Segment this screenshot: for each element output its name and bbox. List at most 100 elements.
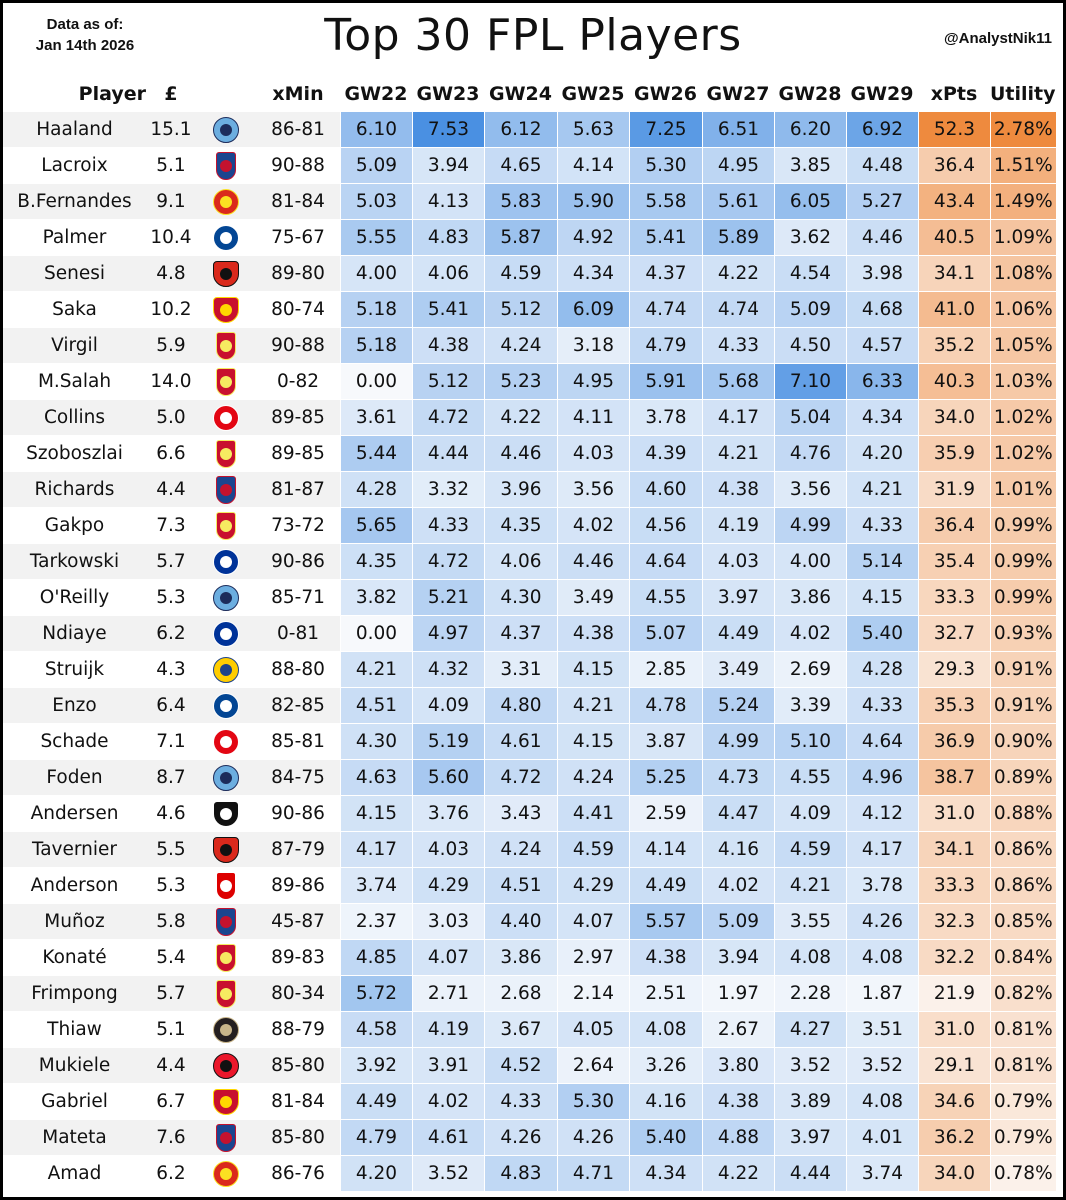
player-xmin: 88-79 <box>256 1012 340 1048</box>
table-row: O'Reilly 5.3 85-71 3.82 5.21 4.30 3.49 4.55 3.97… <box>3 580 1056 616</box>
gw-value-cell: 4.02 <box>412 1084 484 1120</box>
player-xmin: 45-87 <box>256 904 340 940</box>
utility-value-cell: 1.02% <box>990 436 1056 472</box>
gw-value-cell: 5.10 <box>774 724 846 760</box>
gw-value-cell: 4.28 <box>340 472 412 508</box>
gw-value-cell: 6.92 <box>846 112 918 148</box>
gw-value-cell: 5.58 <box>629 184 702 220</box>
gw-value-cell: 4.34 <box>629 1156 702 1192</box>
gw-value-cell: 4.26 <box>846 904 918 940</box>
gw-value-cell: 5.57 <box>629 904 702 940</box>
gw-value-cell: 4.46 <box>484 436 557 472</box>
utility-value-cell: 1.51% <box>990 148 1056 184</box>
team-badge-cell <box>196 976 256 1012</box>
gw-value-cell: 3.78 <box>846 868 918 904</box>
liverpool-badge-icon <box>216 331 236 360</box>
gw-value-cell: 4.51 <box>340 688 412 724</box>
gw-value-cell: 3.87 <box>629 724 702 760</box>
gw-value-cell: 4.02 <box>774 616 846 652</box>
gw-value-cell: 4.55 <box>774 760 846 796</box>
gw-value-cell: 3.32 <box>412 472 484 508</box>
brentford-badge-icon-emblem <box>220 735 232 748</box>
man-city-badge-icon-emblem <box>220 123 232 136</box>
team-badge-cell <box>196 652 256 688</box>
player-xmin: 85-71 <box>256 580 340 616</box>
gw-value-cell: 4.96 <box>846 760 918 796</box>
team-badge-cell <box>196 688 256 724</box>
gw-value-cell: 3.96 <box>484 472 557 508</box>
gw-value-cell: 5.14 <box>846 544 918 580</box>
crystal-palace-badge-icon <box>216 475 236 504</box>
gw-value-cell: 4.44 <box>774 1156 846 1192</box>
table-row: Richards 4.4 81-87 4.28 3.32 3.96 3.56 4.60 4.38… <box>3 472 1056 508</box>
gw-value-cell: 0.00 <box>340 616 412 652</box>
gw-value-cell: 4.17 <box>702 400 774 436</box>
gw-value-cell: 4.65 <box>484 148 557 184</box>
gw-value-cell: 4.15 <box>340 796 412 832</box>
gw-value-cell: 4.49 <box>702 616 774 652</box>
gw-value-cell: 2.51 <box>629 976 702 1012</box>
gw-value-cell: 4.44 <box>412 436 484 472</box>
team-badge-cell <box>196 472 256 508</box>
man-city-badge-icon <box>213 764 239 791</box>
gw-value-cell: 4.02 <box>557 508 629 544</box>
gw-value-cell: 3.82 <box>340 580 412 616</box>
everton-badge-icon <box>213 620 239 647</box>
arsenal-badge-icon <box>213 296 239 323</box>
header-gw28: GW28 <box>778 83 842 105</box>
gw-value-cell: 2.37 <box>340 904 412 940</box>
xpts-value-cell: 34.0 <box>918 400 990 436</box>
gw-value-cell: 5.09 <box>774 292 846 328</box>
utility-value-cell: 0.84% <box>990 940 1056 976</box>
player-price: 8.7 <box>146 760 196 796</box>
xpts-value-cell: 35.9 <box>918 436 990 472</box>
table-row: Tarkowski 5.7 90-86 4.35 4.72 4.06 4.46 4.64 4.0… <box>3 544 1056 580</box>
gw-value-cell: 4.00 <box>774 544 846 580</box>
gw-value-cell: 4.14 <box>557 148 629 184</box>
player-xmin: 89-85 <box>256 400 340 436</box>
utility-value-cell: 0.82% <box>990 976 1056 1012</box>
team-badge-cell <box>196 796 256 832</box>
player-xmin: 81-87 <box>256 472 340 508</box>
table-row: Virgil 5.9 90-88 5.18 4.38 4.24 3.18 4.79 4.33 4.… <box>3 328 1056 364</box>
gw-value-cell: 3.97 <box>774 1120 846 1156</box>
player-price: 6.4 <box>146 688 196 724</box>
team-badge-cell <box>196 220 256 256</box>
table-row: Gakpo 7.3 73-72 5.65 4.33 4.35 4.02 4.56 4.19 4.9… <box>3 508 1056 544</box>
gw-value-cell: 0.00 <box>340 364 412 400</box>
table-row: Saka 10.2 80-74 5.18 5.41 5.12 6.09 4.74 4.74 5.0… <box>3 292 1056 328</box>
xpts-value-cell: 29.1 <box>918 1048 990 1084</box>
gw-value-cell: 3.62 <box>774 220 846 256</box>
gw-value-cell: 5.83 <box>484 184 557 220</box>
gw-value-cell: 5.40 <box>846 616 918 652</box>
player-price: 5.3 <box>146 868 196 904</box>
gw-value-cell: 4.64 <box>846 724 918 760</box>
gw-value-cell: 4.49 <box>629 868 702 904</box>
table-row: Konaté 5.4 89-83 4.85 4.07 3.86 2.97 4.38 3.94 4.… <box>3 940 1056 976</box>
gw-value-cell: 3.49 <box>557 580 629 616</box>
gw-value-cell: 6.12 <box>484 112 557 148</box>
utility-value-cell: 2.78% <box>990 112 1056 148</box>
brentford-badge-icon-emblem <box>220 411 232 424</box>
gw-value-cell: 4.56 <box>629 508 702 544</box>
gw-value-cell: 5.41 <box>629 220 702 256</box>
team-badge-cell <box>196 256 256 292</box>
table-row: Collins 5.0 89-85 3.61 4.72 4.22 4.11 3.78 4.17 5… <box>3 400 1056 436</box>
table-row: Schade 7.1 85-81 4.30 5.19 4.61 4.15 3.87 4.99 5.… <box>3 724 1056 760</box>
player-name: Gabriel <box>3 1084 146 1120</box>
gw-value-cell: 4.95 <box>702 148 774 184</box>
gw-value-cell: 3.94 <box>702 940 774 976</box>
gw-value-cell: 3.92 <box>340 1048 412 1084</box>
gw-value-cell: 5.30 <box>557 1084 629 1120</box>
header-price: £ <box>164 83 178 105</box>
team-badge-cell <box>196 1012 256 1048</box>
xpts-value-cell: 36.2 <box>918 1120 990 1156</box>
liverpool-badge-icon <box>216 943 236 972</box>
gw-value-cell: 4.19 <box>702 508 774 544</box>
data-as-of-date: Jan 14th 2026 <box>35 37 135 54</box>
gw-value-cell: 4.38 <box>557 616 629 652</box>
gw-value-cell: 4.59 <box>557 832 629 868</box>
gw-value-cell: 4.17 <box>846 832 918 868</box>
gw-value-cell: 5.12 <box>412 364 484 400</box>
liverpool-badge-icon-emblem <box>220 447 232 460</box>
